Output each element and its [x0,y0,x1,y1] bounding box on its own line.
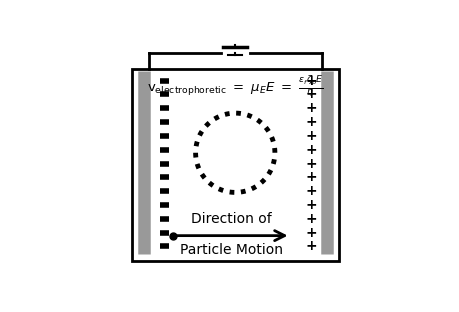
Text: +: + [305,170,317,184]
Text: $\mathrm{v}_{\mathrm{electrophoretic}}\ =\ \mu_E E\ =\ \frac{\varepsilon_f \zeta: $\mathrm{v}_{\mathrm{electrophoretic}}\ … [147,74,324,99]
Text: +: + [305,226,317,240]
Text: +: + [305,157,317,171]
Text: +: + [305,239,317,253]
Text: +: + [305,143,317,157]
Text: +: + [305,101,317,115]
Text: +: + [305,184,317,198]
Text: +: + [305,212,317,226]
Text: +: + [305,115,317,129]
Bar [132,69,339,261]
Text: +: + [305,74,317,88]
Text: +: + [305,87,317,101]
Text: Particle Motion: Particle Motion [180,243,283,257]
Text: Direction of: Direction of [191,212,272,226]
Text: +: + [305,198,317,212]
Text: +: + [305,129,317,143]
